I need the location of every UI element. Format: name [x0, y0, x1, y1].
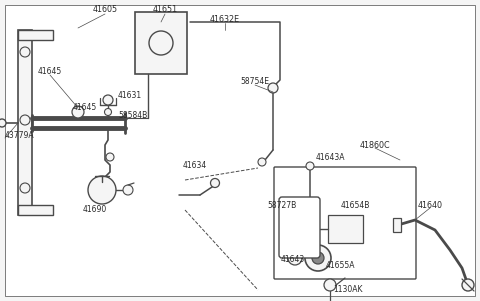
Bar: [393, 218, 401, 232]
Text: 58584B: 58584B: [119, 110, 148, 119]
Circle shape: [306, 162, 314, 170]
Circle shape: [0, 119, 6, 127]
Circle shape: [72, 106, 84, 118]
Circle shape: [324, 279, 336, 291]
Circle shape: [258, 158, 266, 166]
Circle shape: [20, 183, 30, 193]
Circle shape: [462, 279, 474, 291]
Circle shape: [305, 245, 331, 271]
FancyBboxPatch shape: [274, 167, 416, 279]
Text: 1130AK: 1130AK: [333, 286, 363, 294]
Text: 41645: 41645: [38, 67, 62, 76]
Circle shape: [288, 223, 312, 247]
Text: 41651: 41651: [153, 5, 178, 14]
Text: 43779A: 43779A: [5, 131, 35, 139]
Circle shape: [312, 252, 324, 264]
Bar: [18, 30, 53, 40]
Text: 41632E: 41632E: [210, 15, 240, 24]
Circle shape: [149, 31, 173, 55]
Text: 41605: 41605: [93, 5, 118, 14]
Circle shape: [288, 251, 302, 265]
Bar: [328, 215, 363, 243]
Text: 41643: 41643: [281, 256, 305, 265]
Bar: [18, 30, 32, 215]
Text: 58754E: 58754E: [240, 77, 269, 86]
Circle shape: [20, 115, 30, 125]
Text: 41654B: 41654B: [340, 200, 370, 209]
Circle shape: [105, 108, 111, 116]
Circle shape: [103, 95, 113, 105]
Text: 41690: 41690: [83, 206, 107, 215]
Circle shape: [295, 230, 305, 240]
Circle shape: [211, 178, 219, 188]
Text: 41643A: 41643A: [315, 154, 345, 163]
Text: 41634: 41634: [183, 160, 207, 169]
Text: 41645: 41645: [73, 104, 97, 113]
Circle shape: [123, 185, 133, 195]
FancyBboxPatch shape: [256, 140, 470, 292]
FancyBboxPatch shape: [279, 197, 320, 258]
Text: 41860C: 41860C: [360, 141, 390, 150]
Bar: [18, 205, 53, 215]
Text: 41640: 41640: [418, 200, 443, 209]
Circle shape: [268, 83, 278, 93]
Circle shape: [20, 47, 30, 57]
Text: 41655A: 41655A: [325, 260, 355, 269]
Bar: [135, 12, 187, 74]
Circle shape: [106, 153, 114, 161]
Text: 58727B: 58727B: [267, 200, 297, 209]
Text: 41631: 41631: [118, 91, 142, 100]
Circle shape: [88, 176, 116, 204]
